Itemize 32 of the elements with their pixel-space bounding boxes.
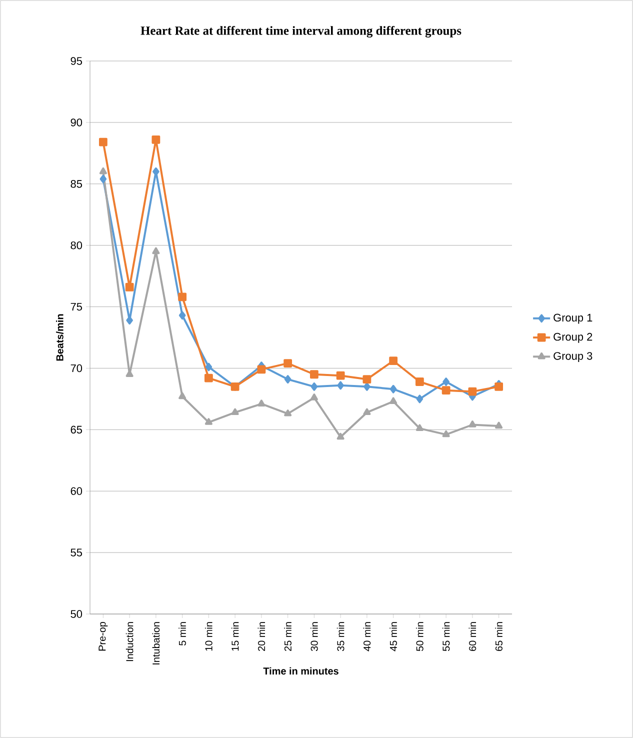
y-tick-label: 70 [70, 364, 82, 372]
x-tick-label: 50 min [416, 622, 424, 652]
x-tick-label: 30 min [310, 622, 318, 652]
y-tick-label: 55 [70, 548, 82, 556]
x-tick-label: Intubation [152, 622, 160, 664]
y-tick-label: 80 [70, 241, 82, 250]
legend-label: Group 2 [554, 332, 592, 343]
x-tick-label: 60 min [468, 622, 476, 651]
chart-title: Heart Rate at different time interval among different groups [140, 26, 462, 38]
y-tick-label: 95 [70, 57, 82, 65]
y-tick-label: 50 [70, 610, 82, 618]
x-tick-label: 35 min [336, 622, 344, 652]
y-tick-label: 75 [70, 302, 82, 311]
x-tick-label: 45 min [390, 622, 397, 652]
y-tick-label: 60 [70, 487, 82, 495]
x-tick-label: 65 min [495, 622, 502, 651]
legend-label: Group 3 [554, 352, 592, 362]
x-tick-label: 40 min [363, 622, 371, 652]
x-tick-label: 25 min [284, 622, 292, 651]
x-axis-title: Time in minutes [263, 667, 338, 675]
y-tick-label: 90 [70, 118, 82, 126]
x-tick-label: Pre-op [98, 622, 108, 651]
legend-label: Group 1 [554, 314, 592, 324]
x-tick-label: Induction [126, 622, 134, 662]
y-axis-title: Beats/min [56, 314, 64, 361]
x-tick-label: 20 min [258, 622, 266, 651]
y-tick-label: 85 [70, 180, 82, 188]
x-tick-label: 5 min [178, 622, 186, 646]
y-tick-label: 65 [70, 426, 82, 434]
x-tick-label: 55 min [442, 622, 450, 652]
x-tick-label: 15 min [231, 622, 239, 651]
x-tick-label: 10 min [205, 622, 212, 651]
